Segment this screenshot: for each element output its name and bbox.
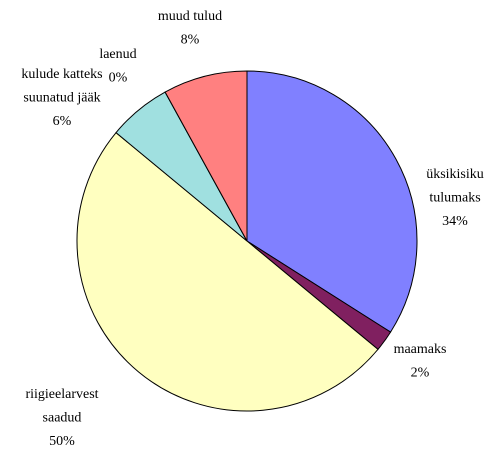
pie-slice [246,70,418,333]
slice-value-label: 6% [53,114,72,129]
pie-slice [76,131,379,412]
label-line: riigieelarvest [25,387,98,402]
slice-label: kulude katteks suunatud jääk [21,67,102,106]
label-line: saadud [43,411,82,426]
pie-slice [164,70,248,242]
label-line: suunatud jääk [23,91,100,106]
slice-value-label: 8% [181,33,200,48]
label-line: üksikisiku [426,167,484,182]
slice-value-label: 34% [442,214,468,229]
slice-value-label: 0% [109,71,128,86]
slice-label: muud tulud [158,9,222,24]
label-line: tulumaks [429,191,480,206]
slice-value-label: 2% [411,366,430,381]
label-line: kulude katteks [21,67,102,82]
slice-value-label: 50% [49,434,75,449]
slice-label: laenud [99,47,136,62]
slice-label: maamaks [394,342,447,357]
slice-label: üksikisiku tulumaks [426,167,484,206]
slice-label: riigieelarvest saadud [25,387,98,426]
